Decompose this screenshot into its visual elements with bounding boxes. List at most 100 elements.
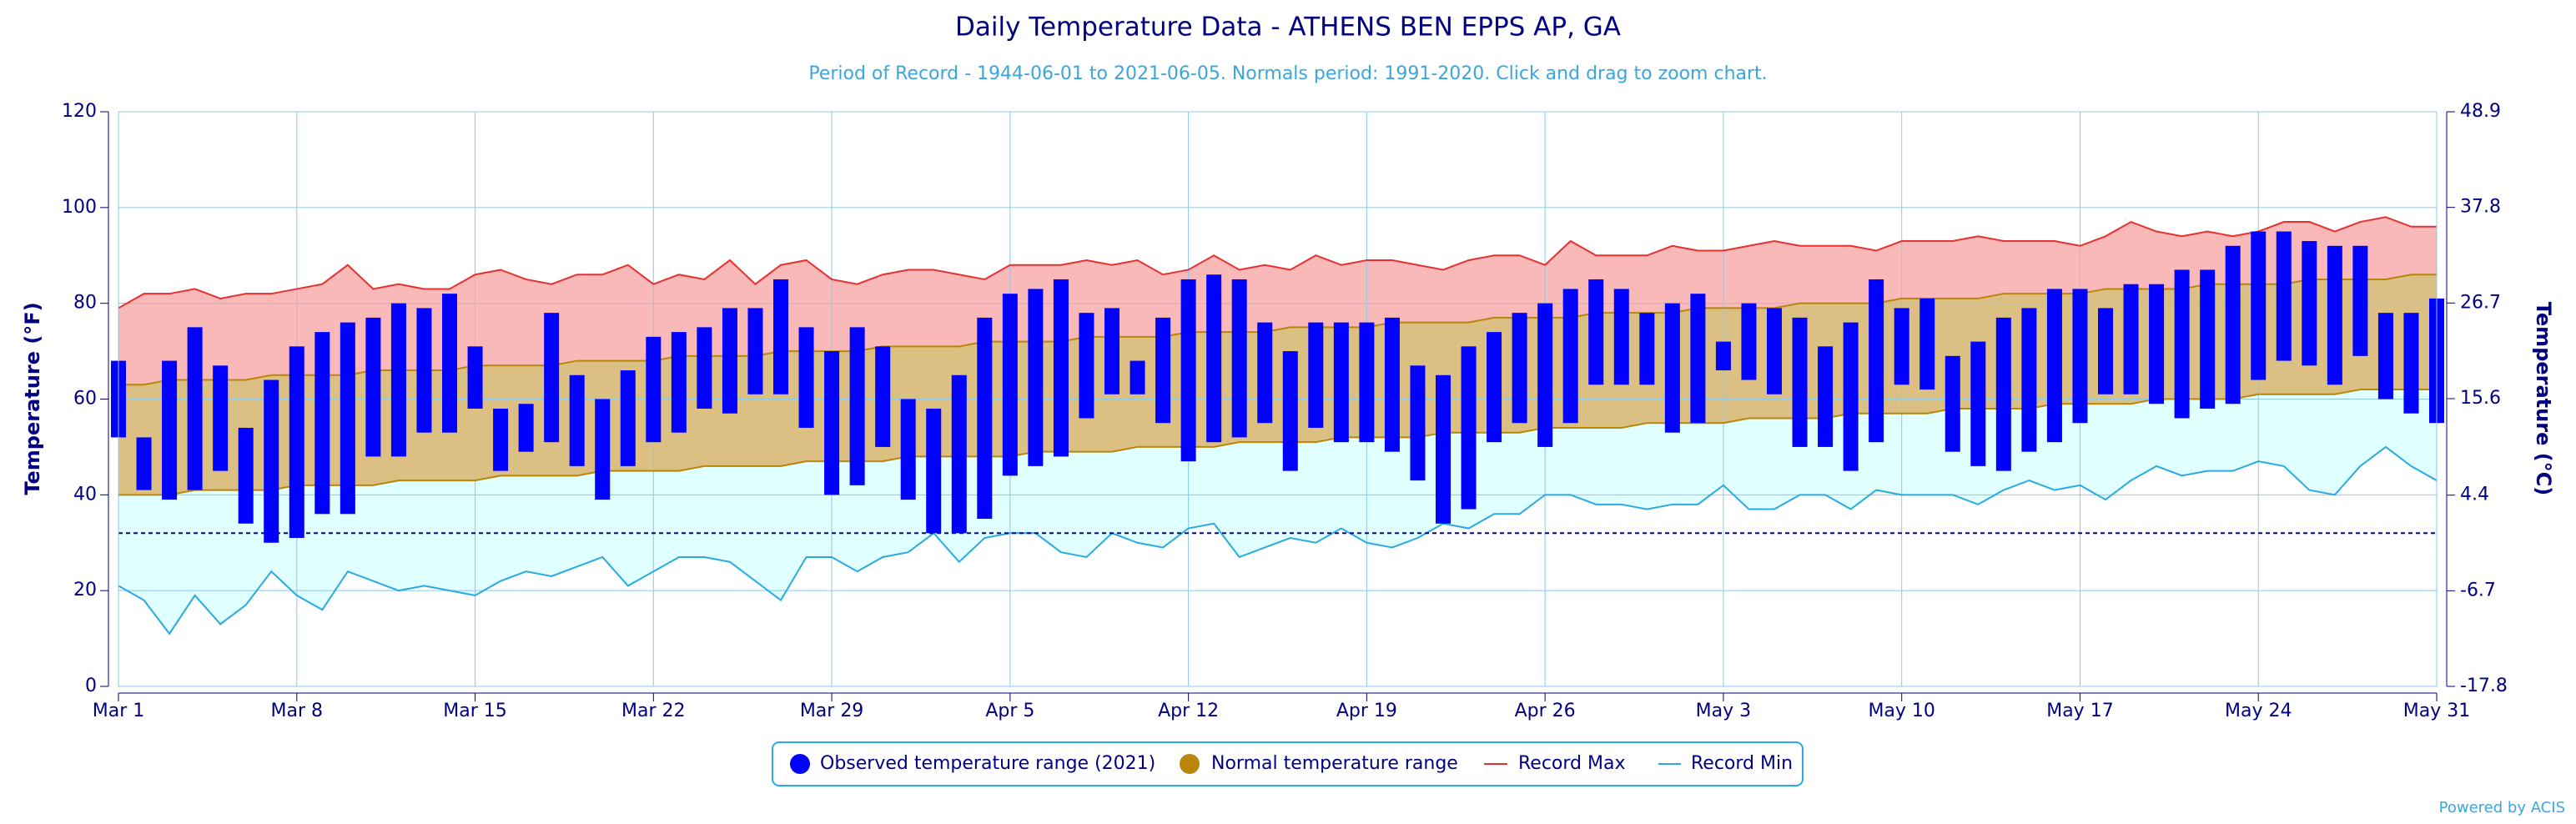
observed-bar	[1894, 308, 1909, 385]
observed-bar	[1028, 289, 1044, 466]
y-tick-label: 100	[62, 197, 97, 218]
x-tick-label: Mar 22	[621, 701, 686, 721]
observed-bar	[1970, 341, 1986, 466]
observed-bar	[1282, 351, 1298, 471]
observed-bar	[2072, 289, 2088, 424]
observed-bar	[1333, 322, 1349, 443]
observed-bar	[1410, 365, 1426, 481]
x-tick-label: Apr 5	[985, 701, 1034, 721]
observed-bar	[2225, 245, 2241, 404]
observed-bar	[1155, 317, 1171, 424]
chart-subtitle: Period of Record - 1944-06-01 to 2021-06…	[808, 63, 1767, 84]
x-tick-label: Mar 29	[800, 701, 864, 721]
observed-bar	[977, 317, 993, 520]
observed-bar	[1487, 332, 1502, 443]
observed-bar	[1767, 308, 1782, 394]
y-tick-label: 60	[73, 389, 97, 409]
observed-bar	[390, 303, 406, 457]
y2-tick-label: 37.8	[2460, 197, 2501, 218]
observed-bar	[2174, 269, 2190, 419]
observed-bar	[1995, 317, 2011, 471]
observed-bar	[1741, 303, 1757, 380]
observed-bar	[1130, 360, 1145, 394]
legend-label[interactable]: Observed temperature range (2021)	[820, 753, 1155, 774]
x-tick-label: May 10	[1868, 701, 1935, 721]
observed-bar	[264, 379, 279, 543]
observed-bar	[1461, 346, 1477, 510]
observed-bar	[1537, 303, 1553, 447]
observed-bar	[1945, 355, 1960, 452]
observed-bar	[1664, 303, 1680, 433]
y-axis-title: Temperature (°F)	[21, 302, 44, 495]
observed-bar	[2123, 284, 2139, 394]
legend-label[interactable]: Record Max	[1518, 753, 1626, 774]
legend-box	[772, 741, 1804, 786]
y-tick-label: 20	[73, 580, 97, 600]
y2-tick-label: 48.9	[2460, 101, 2501, 122]
credit[interactable]: Powered by ACIS	[2439, 799, 2565, 816]
observed-bar	[1359, 322, 1375, 443]
observed-bar	[2098, 308, 2113, 394]
observed-bar	[1562, 289, 1578, 424]
observed-bar	[1079, 313, 1094, 419]
y-tick-label: 120	[62, 101, 97, 122]
observed-bar	[2276, 231, 2292, 361]
x-tick-label: Mar 8	[271, 701, 324, 721]
observed-bar	[1512, 313, 1527, 424]
observed-bar	[1792, 317, 1808, 447]
legend-label[interactable]: Record Min	[1691, 753, 1793, 774]
observed-bar	[747, 308, 763, 394]
observed-bar	[1257, 322, 1273, 424]
observed-bar	[1818, 346, 1834, 447]
record-min-line	[118, 445, 2438, 636]
observed-bar	[136, 437, 152, 490]
x-tick-label: May 3	[1696, 701, 1751, 721]
observed-bar	[1690, 294, 1706, 424]
observed-bar	[213, 365, 229, 471]
observed-bar	[162, 360, 178, 500]
observed-bar	[1869, 279, 1884, 443]
y2-tick-label: 4.4	[2460, 485, 2489, 505]
record-max-line	[118, 216, 2437, 309]
observed-bar	[900, 399, 916, 500]
observed-bar	[1919, 298, 1935, 390]
x-tick-label: Apr 12	[1158, 701, 1219, 721]
y2-tick-label: 15.6	[2460, 388, 2501, 409]
observed-bar	[620, 370, 636, 466]
observed-bar	[365, 317, 381, 457]
observed-bar	[2200, 269, 2216, 409]
observed-bar	[1002, 294, 1018, 476]
observed-bar	[2352, 245, 2368, 356]
observed-bar	[2403, 313, 2419, 414]
observed-bar	[518, 404, 534, 452]
y2-tick-label: 26.7	[2460, 292, 2501, 313]
observed-bar	[1639, 313, 1655, 385]
legend-marker	[790, 754, 810, 774]
observed-bar	[1436, 374, 1451, 524]
observed-bar	[569, 374, 585, 466]
x-tick-label: May 24	[2225, 701, 2292, 721]
observed-bar	[1843, 322, 1859, 471]
legend-label[interactable]: Normal temperature range	[1211, 753, 1458, 774]
observed-bar	[1053, 279, 1069, 457]
observed-bar	[824, 351, 840, 495]
observed-bar	[926, 408, 942, 534]
observed-bar	[2021, 308, 2037, 452]
observed-bar	[646, 336, 662, 443]
observed-bar	[875, 346, 891, 447]
x-tick-label: May 31	[2403, 701, 2470, 721]
observed-bar	[1308, 322, 1324, 428]
x-tick-label: Mar 1	[93, 701, 145, 721]
x-tick-label: Mar 15	[443, 701, 507, 721]
observed-bar	[238, 427, 254, 524]
y2-axis-title: Temperature (°C)	[2532, 302, 2555, 496]
observed-bar	[2302, 241, 2317, 366]
y-tick-label: 0	[85, 676, 97, 696]
observed-bar	[2377, 313, 2393, 399]
observed-bar	[849, 327, 865, 485]
observed-bar	[1180, 279, 1196, 462]
observed-bar	[722, 308, 737, 414]
plot-frame	[118, 111, 2438, 687]
